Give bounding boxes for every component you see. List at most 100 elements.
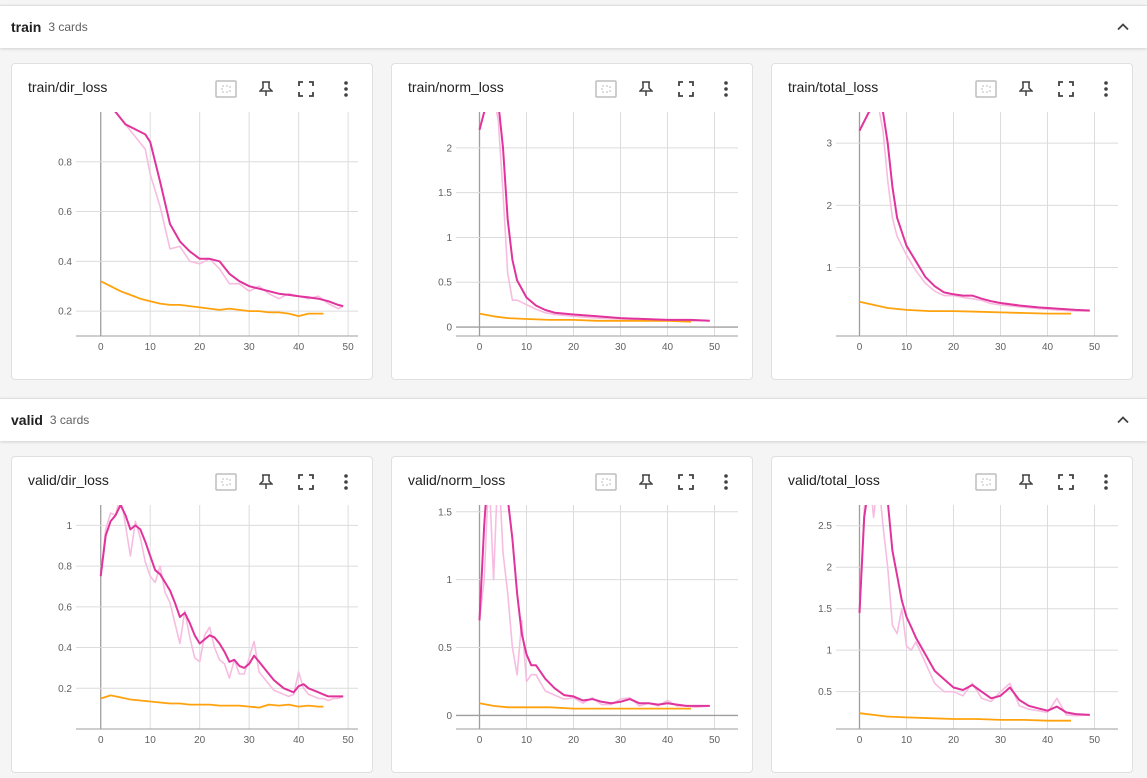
- x-tick-label: 50: [1089, 735, 1101, 746]
- section-header-valid[interactable]: valid 3 cards: [0, 398, 1147, 441]
- series-line-run-2: [859, 712, 1071, 722]
- line-chart[interactable]: 0 10 20 30 40 50 0.5 1 1.5 2 2.5: [772, 497, 1132, 757]
- fullscreen-icon[interactable]: [1054, 78, 1078, 100]
- series-line-run-2: [479, 702, 691, 710]
- x-tick-label: 40: [1042, 735, 1054, 746]
- y-tick-label: 0.2: [58, 684, 72, 695]
- y-tick-label: 3: [826, 139, 832, 150]
- x-tick-label: 10: [901, 735, 913, 746]
- y-tick-label: 2: [446, 143, 452, 154]
- select-region-icon[interactable]: [594, 78, 618, 100]
- fullscreen-icon[interactable]: [294, 78, 318, 100]
- fullscreen-icon[interactable]: [294, 471, 318, 493]
- series-line-run-1-raw: [114, 112, 344, 310]
- fullscreen-icon[interactable]: [1054, 471, 1078, 493]
- y-tick-label: 1: [66, 521, 72, 532]
- line-chart[interactable]: 0 10 20 30 40 50 0.2 0.4 0.6 0.8 1: [12, 497, 372, 757]
- card-title: valid/norm_loss: [408, 472, 506, 488]
- chevron-up-icon[interactable]: [1113, 410, 1133, 430]
- section-card-count: 3 cards: [49, 413, 90, 427]
- y-tick-label: 1.5: [818, 604, 832, 615]
- pin-icon[interactable]: [634, 78, 658, 100]
- y-tick-label: 1.5: [438, 188, 452, 199]
- x-tick-label: 20: [568, 342, 580, 353]
- line-chart[interactable]: 0 10 20 30 40 50 0.2 0.4 0.6 0.8: [12, 104, 372, 364]
- y-tick-label: 0.4: [58, 643, 72, 654]
- x-tick-label: 10: [145, 342, 157, 353]
- y-tick-label: 0.2: [58, 307, 72, 318]
- more-vert-icon[interactable]: [714, 471, 738, 493]
- series-line-run-1-raw: [858, 112, 1090, 312]
- more-vert-icon[interactable]: [714, 78, 738, 100]
- x-tick-label: 50: [1089, 342, 1101, 353]
- chevron-up-icon[interactable]: [1113, 17, 1133, 37]
- pin-icon[interactable]: [254, 471, 278, 493]
- x-tick-label: 0: [857, 342, 863, 353]
- y-tick-label: 0.6: [58, 207, 72, 218]
- card-title: train/norm_loss: [408, 79, 504, 95]
- pin-icon[interactable]: [1014, 78, 1038, 100]
- more-vert-icon[interactable]: [334, 471, 358, 493]
- card-valid-total-loss: valid/total_loss 0 10 20 30 40 50 0.5 1 1.5 2 2.5: [771, 456, 1133, 773]
- y-tick-label: 2: [826, 201, 832, 212]
- series-line-run-1-smoothed: [478, 505, 710, 707]
- section-title: valid: [11, 412, 43, 428]
- x-tick-label: 20: [194, 342, 206, 353]
- pin-icon[interactable]: [634, 471, 658, 493]
- series-line-run-1-smoothed: [478, 112, 710, 322]
- card-title: train/dir_loss: [28, 79, 108, 95]
- series-line-run-2: [479, 312, 692, 323]
- line-chart[interactable]: 0 10 20 30 40 50 0 0.5 1 1.5 2: [392, 104, 752, 364]
- series-line-run-1-raw: [478, 112, 710, 322]
- more-vert-icon[interactable]: [334, 78, 358, 100]
- fullscreen-icon[interactable]: [674, 471, 698, 493]
- fullscreen-icon[interactable]: [674, 78, 698, 100]
- card-title: train/total_loss: [788, 79, 879, 95]
- select-region-icon[interactable]: [594, 471, 618, 493]
- x-tick-label: 30: [995, 342, 1007, 353]
- x-tick-label: 20: [948, 735, 960, 746]
- select-region-icon[interactable]: [974, 78, 998, 100]
- x-tick-label: 10: [145, 735, 157, 746]
- card-title: valid/dir_loss: [28, 472, 109, 488]
- x-tick-label: 10: [521, 342, 533, 353]
- select-region-icon[interactable]: [214, 78, 238, 100]
- y-tick-label: 1: [446, 233, 452, 244]
- y-tick-label: 2: [826, 563, 832, 574]
- x-tick-label: 10: [521, 735, 533, 746]
- section-header-train[interactable]: train 3 cards: [0, 5, 1147, 48]
- x-tick-label: 0: [477, 735, 483, 746]
- line-chart[interactable]: 0 10 20 30 40 50 1 2 3: [772, 104, 1132, 364]
- card-train-norm-loss: train/norm_loss 0 10 20 30 40 50 0 0.5 1 1.5 2: [391, 63, 753, 380]
- series-line-run-2: [100, 694, 324, 709]
- y-tick-label: 0.8: [58, 157, 72, 168]
- pin-icon[interactable]: [254, 78, 278, 100]
- pin-icon[interactable]: [1014, 471, 1038, 493]
- more-vert-icon[interactable]: [1094, 471, 1118, 493]
- select-region-icon[interactable]: [214, 471, 238, 493]
- x-tick-label: 20: [948, 342, 960, 353]
- x-tick-label: 0: [857, 735, 863, 746]
- y-tick-label: 0.6: [58, 602, 72, 613]
- y-tick-label: 0.5: [818, 687, 832, 698]
- x-tick-label: 20: [194, 735, 206, 746]
- series-line-run-1-smoothed: [114, 112, 344, 308]
- series-line-run-1-raw: [858, 505, 1090, 717]
- x-tick-label: 0: [98, 735, 104, 746]
- card-valid-dir-loss: valid/dir_loss 0 10 20 30 40 50 0.2 0.4 0.6 0.8 1: [11, 456, 373, 773]
- card-valid-norm-loss: valid/norm_loss 0 10 20 30 40 50 0 0.5 1 1.5: [391, 456, 753, 773]
- x-tick-label: 30: [615, 342, 627, 353]
- x-tick-label: 40: [293, 342, 305, 353]
- series-line-run-2: [859, 300, 1071, 315]
- card-train-dir-loss: train/dir_loss 0 10 20 30 40 50 0.2 0.4 0.6 0.8: [11, 63, 373, 380]
- x-tick-label: 40: [293, 735, 305, 746]
- x-tick-label: 50: [343, 342, 355, 353]
- y-tick-label: 1: [826, 263, 832, 274]
- x-tick-label: 40: [1042, 342, 1054, 353]
- more-vert-icon[interactable]: [1094, 78, 1118, 100]
- line-chart[interactable]: 0 10 20 30 40 50 0 0.5 1 1.5: [392, 497, 752, 757]
- x-tick-label: 0: [98, 342, 104, 353]
- x-tick-label: 0: [477, 342, 483, 353]
- select-region-icon[interactable]: [974, 471, 998, 493]
- y-tick-label: 2.5: [818, 521, 832, 532]
